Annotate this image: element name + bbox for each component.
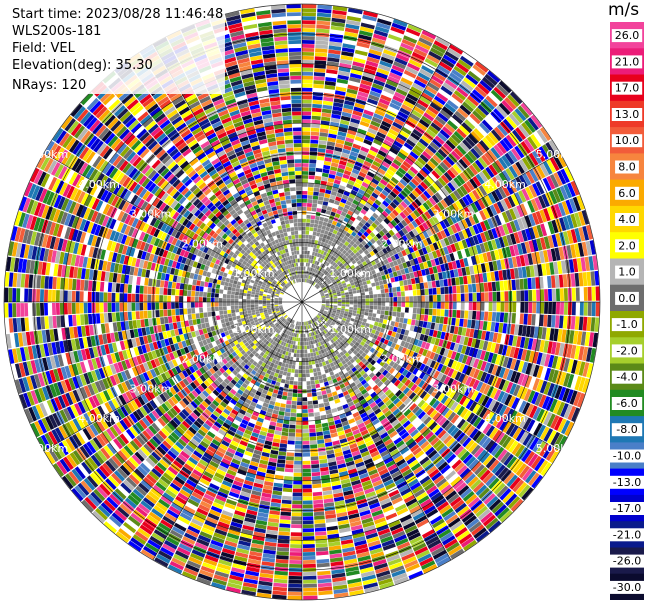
range-label: 2.00km <box>381 237 423 250</box>
colorbar-label: -17.0 <box>613 502 641 515</box>
colorbar-label: 17.0 <box>615 82 640 95</box>
colorbar-label: 8.0 <box>618 161 636 174</box>
scan-info: Start time: 2023/08/28 11:46:48 WLS200s-… <box>10 6 226 94</box>
ppi-plot: 1.00km 1.00km 1.00km 1.00km 2.00km 2.00km 2.00… <box>3 3 601 601</box>
colorbar-label: -8.0 <box>616 423 637 436</box>
range-label: 1.00km <box>233 323 275 336</box>
colorbar-label: 10.0 <box>615 134 640 147</box>
field-name: Field: VEL <box>12 41 75 56</box>
colorbar-label: -21.0 <box>613 528 641 541</box>
colorbar-label: -1.0 <box>616 318 637 331</box>
range-label: 1.00km <box>329 267 371 280</box>
range-label: 3.00km <box>130 208 172 221</box>
colorbar-label: -4.0 <box>616 371 637 384</box>
colorbar-label: 4.0 <box>618 213 636 226</box>
colorbar-label: 6.0 <box>618 187 636 200</box>
range-label: 4.00km <box>484 412 526 425</box>
range-label: 5.00km <box>536 148 578 161</box>
start-time: Start time: 2023/08/28 11:46:48 <box>12 7 224 22</box>
range-labels: 1.00km 1.00km 1.00km 1.00km 2.00km 2.00km 2.00… <box>27 148 578 455</box>
elevation: Elevation(deg): 35.30 <box>12 58 153 73</box>
range-label: 1.00km <box>233 267 275 280</box>
colorbar-label: -30.0 <box>613 581 641 594</box>
range-label: 5.00km <box>27 148 69 161</box>
colorbar-label: 2.0 <box>618 239 636 252</box>
colorbar-label: 26.0 <box>615 29 640 42</box>
range-label: 4.00km <box>78 412 120 425</box>
velocity-field <box>4 4 600 600</box>
colorbar: 26.0 21.0 17.0 13.0 10.0 8.0 6.0 4.0 2.0 1.0 0.0 -1… <box>608 22 646 600</box>
colorbar-label: -6.0 <box>616 397 637 410</box>
colorbar-label: -2.0 <box>616 344 637 357</box>
range-label: 1.00km <box>329 323 371 336</box>
range-label: 3.00km <box>130 382 172 395</box>
range-label: 4.00km <box>484 178 526 191</box>
range-label: 2.00km <box>181 237 223 250</box>
colorbar-label: 0.0 <box>618 292 636 305</box>
colorbar-label: -13.0 <box>613 476 641 489</box>
range-label: 4.00km <box>78 178 120 191</box>
range-label: 2.00km <box>381 353 423 366</box>
colorbar-label: 1.0 <box>618 266 636 279</box>
range-label: 3.00km <box>433 382 475 395</box>
range-label: 5.00km <box>27 442 69 455</box>
range-label: 5.00km <box>536 442 578 455</box>
instrument-name: WLS200s-181 <box>12 24 102 39</box>
colorbar-label: 21.0 <box>615 55 640 68</box>
range-ring-grid <box>3 3 601 601</box>
nrays: NRays: 120 <box>12 78 87 93</box>
colorbar-label: -26.0 <box>613 555 641 568</box>
colorbar-label: -10.0 <box>613 450 641 463</box>
colorbar-unit: m/s <box>608 0 640 20</box>
range-label: 3.00km <box>433 208 475 221</box>
range-label: 2.00km <box>181 353 223 366</box>
colorbar-label: 13.0 <box>615 108 640 121</box>
